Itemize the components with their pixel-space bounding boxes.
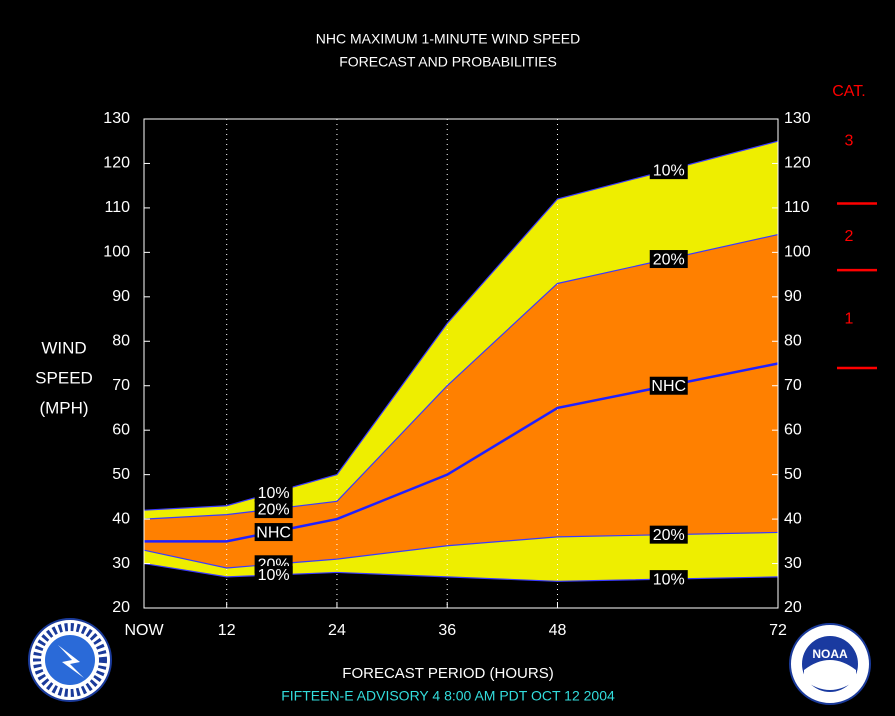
y-tick-label: 100 [103, 244, 130, 261]
series-line [144, 362, 779, 543]
y-tick-label: 40 [112, 510, 130, 527]
y-tick-label: 20 [784, 599, 802, 616]
y-tick-label: 130 [784, 110, 811, 127]
y-axis-label: (MPH) [39, 398, 88, 417]
series-label: 10% [649, 161, 688, 180]
label-bg [649, 161, 688, 180]
label-bg [649, 250, 688, 269]
series-label-text: NHC [256, 524, 291, 541]
series-line [143, 531, 779, 569]
logo-text: NOAA [812, 647, 848, 661]
y-tick-label: 100 [784, 244, 811, 261]
y-tick-label: 30 [784, 555, 802, 572]
series-label: 20% [649, 525, 688, 544]
label-bg [254, 500, 293, 519]
y-tick-label: 110 [104, 199, 130, 216]
y-tick-label: 30 [112, 555, 130, 572]
plot-frame [143, 118, 779, 609]
label-bg [254, 483, 293, 502]
noaa-logo: NOAA [789, 623, 871, 705]
y-tick-label: 60 [784, 421, 802, 438]
y-tick-label: 130 [103, 110, 130, 127]
series-label-text: 20% [653, 251, 685, 268]
series-line [143, 233, 779, 520]
band [144, 234, 778, 542]
series-label-text: 10% [258, 485, 290, 502]
y-tick-label: 40 [784, 510, 802, 527]
series-label: 10% [649, 570, 688, 589]
series-label: 10% [254, 483, 293, 502]
y-tick-label: 60 [112, 421, 130, 438]
y-tick-label: 90 [784, 288, 802, 305]
band [144, 141, 778, 520]
label-bg [649, 570, 688, 589]
y-tick-label: 50 [784, 466, 802, 483]
x-axis-label: FORECAST PERIOD (HOURS) [342, 665, 553, 682]
y-tick-label: 80 [112, 332, 130, 349]
series-label-text: NHC [651, 378, 686, 395]
band [144, 363, 778, 568]
series-label-text: 10% [653, 162, 685, 179]
x-tick-label: 48 [549, 622, 567, 639]
series-label-text: 20% [258, 501, 290, 518]
y-tick-label: 50 [112, 466, 130, 483]
y-tick-label: 90 [112, 288, 130, 305]
y-tick-label: 70 [784, 377, 802, 394]
x-tick-label: 24 [328, 622, 346, 639]
category-label: 3 [845, 132, 854, 149]
label-bg [649, 525, 688, 544]
chart-subtitle: FORECAST AND PROBABILITIES [339, 54, 557, 70]
label-bg [254, 566, 293, 585]
x-tick-label: 12 [218, 622, 236, 639]
series-label-text: 20% [653, 527, 685, 544]
series-label: 20% [254, 500, 293, 519]
category-title: CAT. [832, 83, 865, 100]
series-label: NHC [649, 376, 688, 395]
y-tick-label: 120 [784, 155, 811, 172]
y-axis-label: SPEED [35, 368, 93, 387]
footer: FIFTEEN-E ADVISORY 4 8:00 AM PDT OCT 12 … [281, 688, 615, 704]
series-label: 20% [649, 250, 688, 269]
series-line [143, 562, 779, 582]
series-line [143, 140, 779, 511]
y-tick-label: 120 [103, 155, 130, 172]
series-label-text: 10% [258, 567, 290, 584]
y-tick-label: 110 [784, 199, 810, 216]
label-bg [649, 376, 688, 395]
y-tick-label: 80 [784, 332, 802, 349]
series-label: 10% [254, 566, 293, 585]
label-bg [254, 523, 293, 542]
y-axis-label: WIND [41, 338, 86, 357]
series-label: NHC [254, 523, 293, 542]
nws-logo [28, 618, 112, 702]
series-label-text: 10% [653, 571, 685, 588]
band [144, 532, 778, 582]
x-tick-label: NOW [124, 622, 164, 639]
category-label: 2 [845, 228, 854, 245]
x-tick-label: 36 [438, 622, 456, 639]
y-tick-label: 70 [112, 377, 130, 394]
chart-title: NHC MAXIMUM 1-MINUTE WIND SPEED [316, 31, 580, 47]
y-tick-label: 20 [112, 599, 130, 616]
category-label: 1 [845, 310, 854, 327]
x-tick-label: 72 [769, 622, 787, 639]
